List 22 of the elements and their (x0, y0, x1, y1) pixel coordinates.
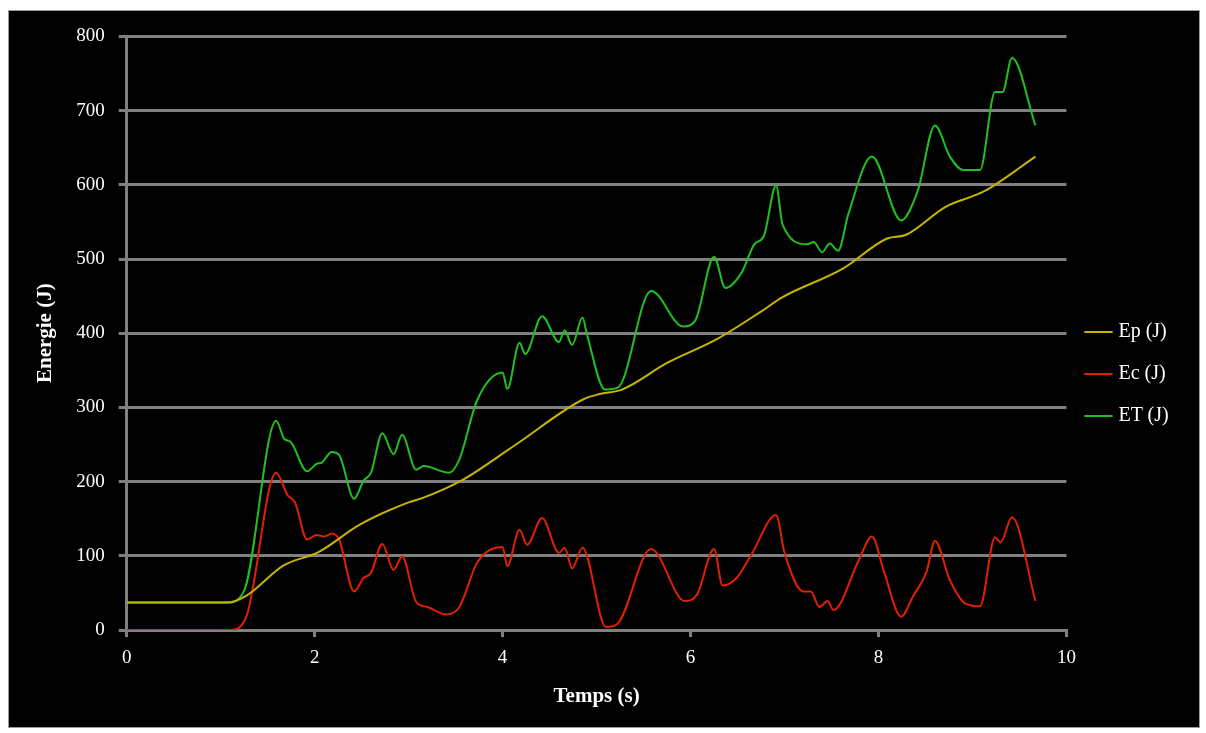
y-tick-label: 500 (76, 246, 105, 268)
line-series (126, 155, 1037, 604)
x-tick-label: 0 (121, 646, 132, 668)
y-axis-title: Energie (J) (32, 283, 57, 384)
y-tick-label: 800 (76, 24, 105, 46)
legend-label: Ec (J) (1118, 361, 1166, 385)
legend-label: Ep (J) (1118, 319, 1167, 343)
y-tick-label: 400 (76, 321, 105, 343)
y-tick-label: 300 (76, 395, 105, 417)
line-series (126, 471, 1037, 630)
legend-label: ET (J) (1118, 403, 1169, 427)
y-tick-label: 200 (76, 469, 105, 491)
y-tick-label: 600 (76, 172, 105, 194)
y-tick-label: 0 (95, 617, 105, 639)
x-tick-label: 8 (873, 646, 884, 668)
x-tick-label: 6 (685, 646, 696, 668)
x-tick-label: 2 (309, 646, 320, 668)
x-axis-title: Temps (s) (553, 682, 640, 707)
x-tick-label: 10 (1056, 646, 1076, 668)
y-tick-label: 700 (76, 98, 105, 120)
x-tick-label: 4 (497, 646, 508, 668)
y-tick-label: 100 (76, 543, 105, 565)
